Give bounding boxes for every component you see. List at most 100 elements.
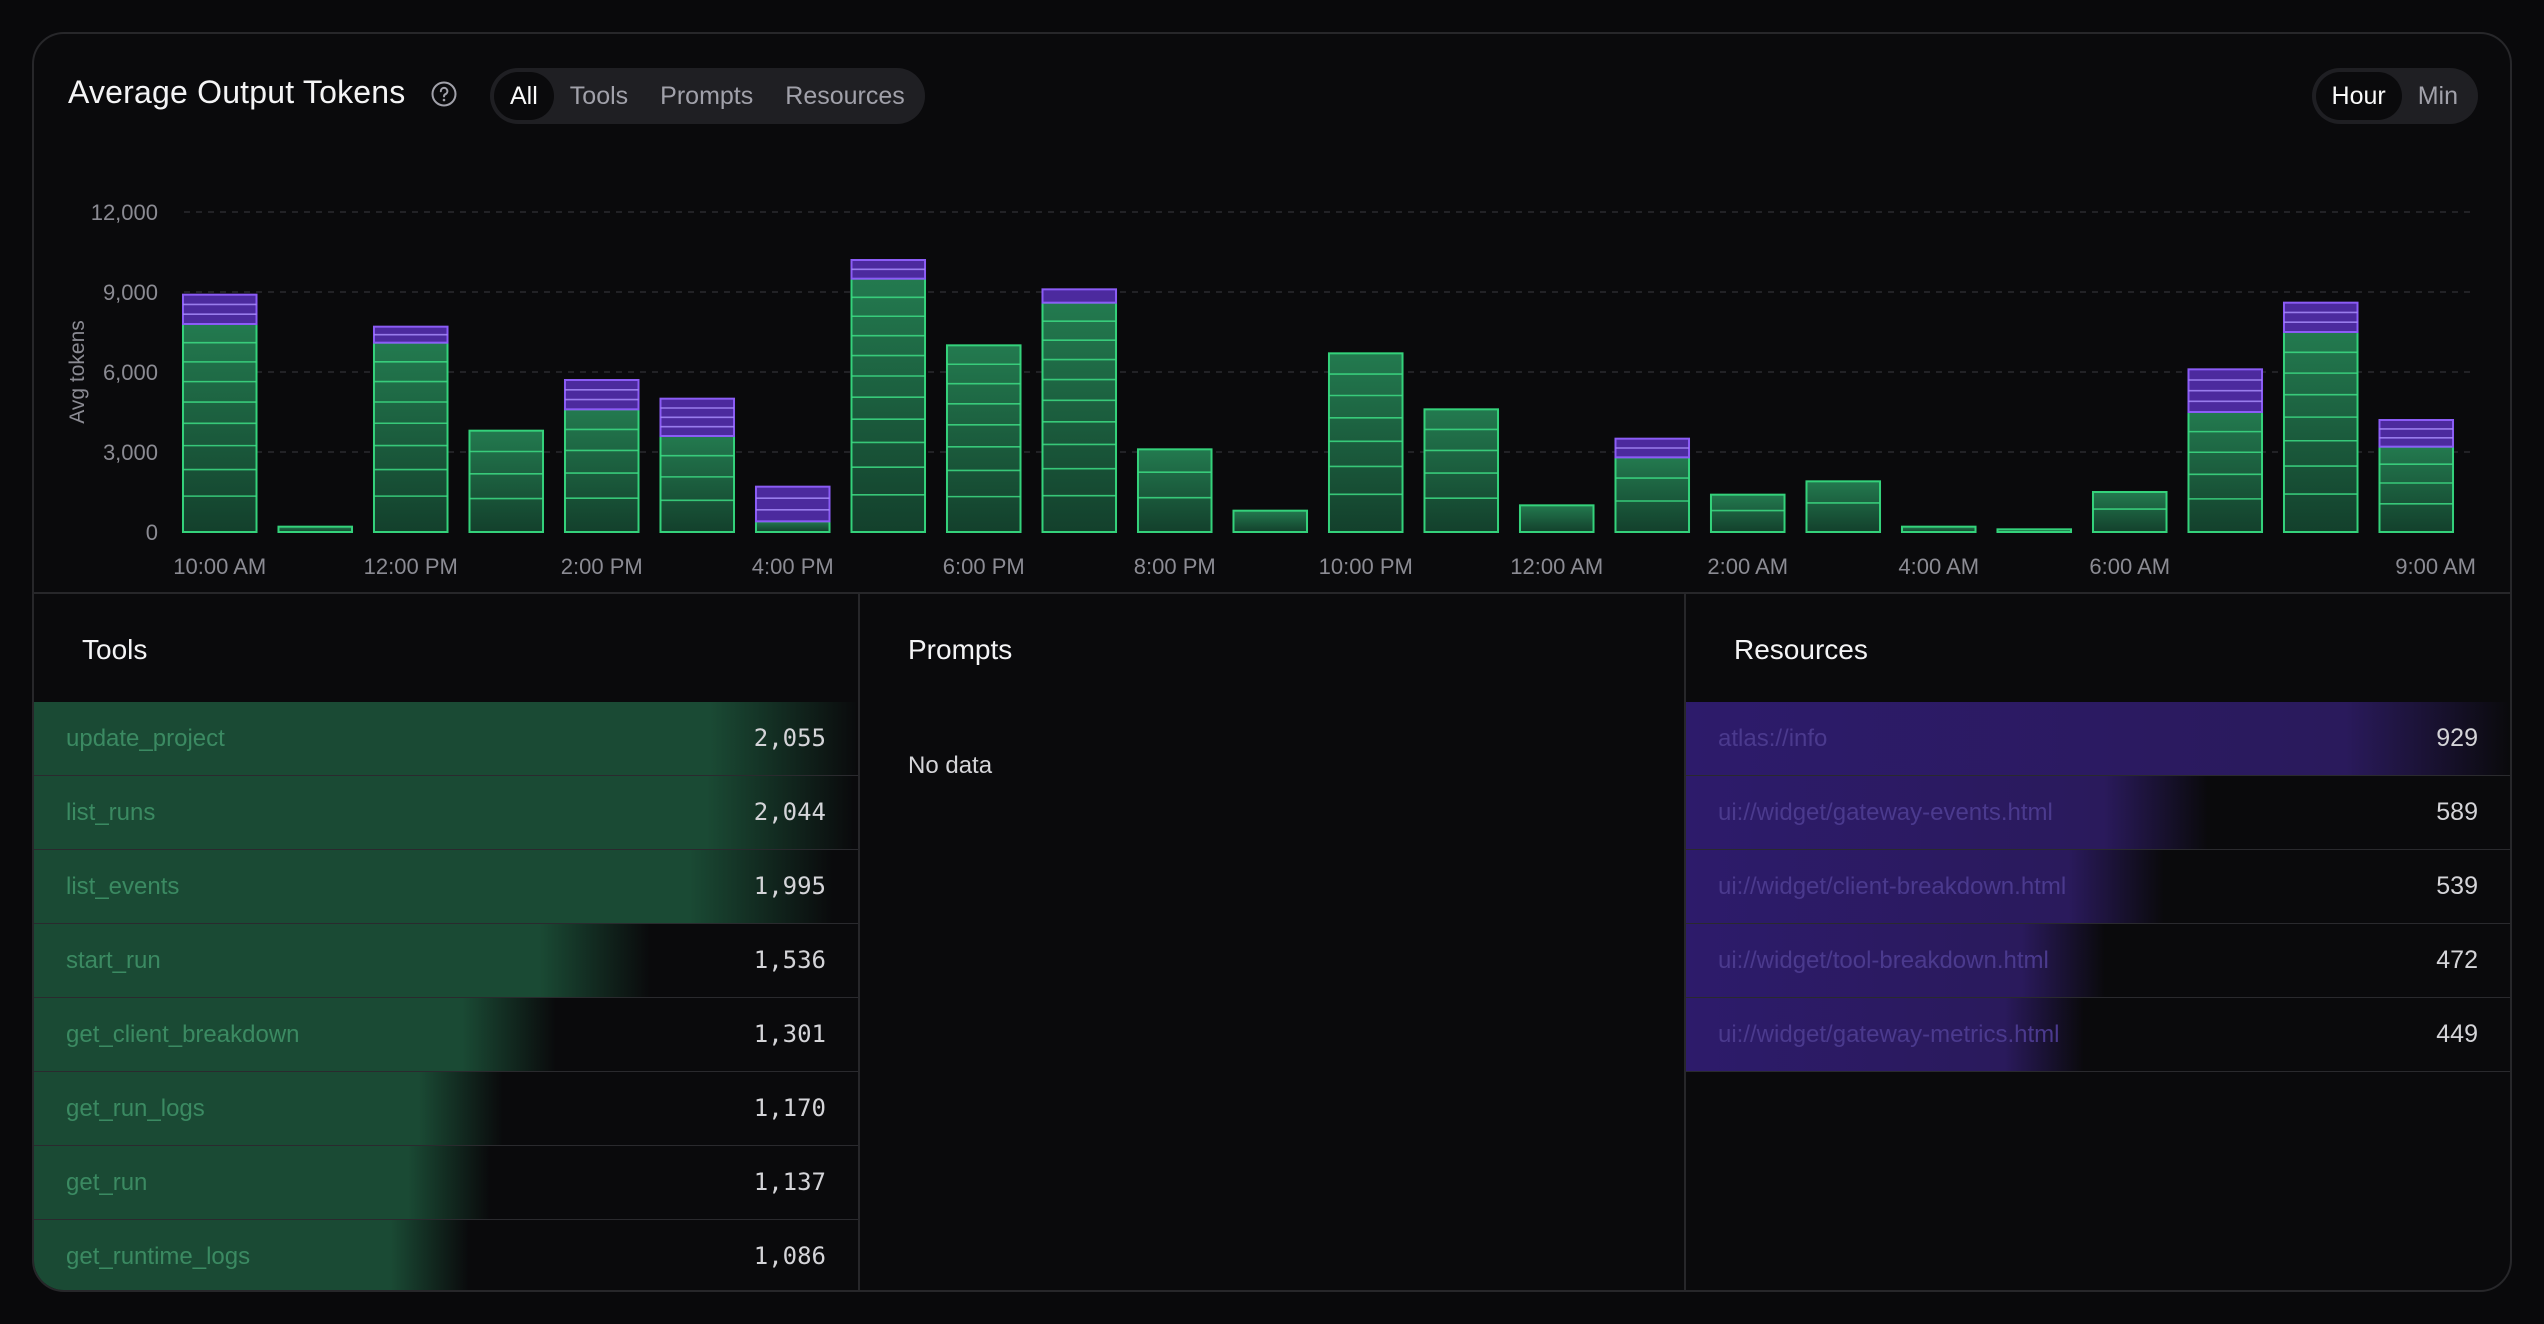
x-tick-label: 8:00 PM: [1134, 554, 1216, 579]
resource-row[interactable]: ui://widget/client-breakdown.html 539: [1686, 850, 2510, 924]
bar-resources: [1041, 288, 1118, 304]
tool-row-bar: [34, 776, 854, 849]
x-tick-label: 9:00 AM: [2395, 554, 2476, 579]
tool-row-label: update_project: [66, 725, 225, 752]
tool-row-bar: [34, 850, 834, 923]
bar-tools: [1423, 408, 1500, 533]
bar-tools: [277, 525, 354, 533]
help-icon[interactable]: [430, 80, 458, 108]
tool-row[interactable]: get_client_breakdown 1,301: [34, 998, 858, 1072]
resource-row-bar: [1686, 850, 2164, 923]
tool-row[interactable]: get_runtime_logs 1,086: [34, 1220, 858, 1290]
granularity-min[interactable]: Min: [2417, 82, 2458, 110]
tool-row-value: 1,301: [753, 1020, 826, 1048]
resource-row-value: 449: [2436, 1020, 2478, 1048]
bar-tools: [754, 520, 831, 534]
prompts-panel-title: Prompts: [908, 634, 1013, 665]
tool-row-label: list_runs: [66, 799, 156, 826]
tool-row[interactable]: get_run_logs 1,170: [34, 1072, 858, 1146]
bar-resources: [181, 293, 258, 326]
tool-row-value: 1,995: [753, 872, 826, 900]
bar-tools: [2091, 491, 2168, 533]
x-tick-label: 6:00 AM: [2089, 554, 2170, 579]
bar-tools: [372, 341, 449, 533]
bar-tools: [2378, 445, 2455, 533]
bar-tools: [181, 323, 258, 533]
tool-row-value: 1,086: [753, 1242, 826, 1270]
x-tick-label: 6:00 PM: [943, 554, 1025, 579]
granularity-hour[interactable]: Hour: [2315, 72, 2402, 120]
resource-row-value: 929: [2436, 724, 2478, 752]
x-tick-label: 12:00 AM: [1510, 554, 1603, 579]
resource-row[interactable]: atlas://info 929: [1686, 702, 2510, 776]
resource-row[interactable]: ui://widget/gateway-metrics.html 449: [1686, 998, 2510, 1072]
resource-row-value: 472: [2436, 946, 2478, 974]
tool-row-bar: [34, 702, 858, 775]
bar-tools: [1709, 493, 1786, 533]
y-axis-label: Avg tokens: [66, 320, 89, 424]
tools-list: update_project 2,055 list_runs 2,044 list_ev…: [34, 702, 858, 1290]
resource-row-label: ui://widget/tool-breakdown.html: [1718, 947, 2049, 974]
bar-tools: [1996, 528, 2073, 534]
x-tick-label: 10:00 AM: [173, 554, 266, 579]
bar-resources: [563, 379, 640, 411]
breakdown-panels: Tools update_project 2,055 list_runs 2,044 l…: [34, 592, 2510, 1290]
resources-panel: Resources atlas://info 929 ui://widget/gat…: [1684, 594, 2510, 1290]
avg-tokens-bar-chart: 0 3,000 6,000 9,000 12,000 Avg tokens 10:00 AM…: [66, 200, 2476, 579]
tool-row-bar: [34, 1220, 470, 1290]
tool-row[interactable]: start_run 1,536: [34, 924, 858, 998]
resource-row-bar: [1686, 776, 2209, 849]
y-tick-label: 6,000: [103, 360, 158, 385]
tool-row-label: get_run: [66, 1169, 148, 1196]
tool-row-value: 1,170: [753, 1094, 826, 1122]
resource-row[interactable]: ui://widget/tool-breakdown.html 472: [1686, 924, 2510, 998]
bar-tools: [2187, 411, 2264, 533]
tool-row[interactable]: update_project 2,055: [34, 702, 858, 776]
x-tick-label: 4:00 PM: [752, 554, 834, 579]
tool-row[interactable]: list_runs 2,044: [34, 776, 858, 850]
tool-row-value: 2,044: [753, 798, 826, 826]
tool-row-bar: [34, 1072, 503, 1145]
tool-row-bar: [34, 998, 556, 1071]
bar-tools: [1900, 525, 1977, 533]
tool-row-label: start_run: [66, 947, 161, 974]
resource-row-label: atlas://info: [1718, 725, 1828, 752]
tool-row-label: get_client_breakdown: [66, 1021, 300, 1048]
bar-tools: [468, 429, 545, 533]
resource-row-bar: [1686, 924, 2105, 997]
y-tick-label: 0: [146, 520, 158, 545]
tool-row-value: 1,137: [753, 1168, 826, 1196]
tool-row-value: 1,536: [753, 946, 826, 974]
bar-tools: [1518, 504, 1595, 534]
x-tick-label: 12:00 PM: [364, 554, 458, 579]
avg-output-tokens-card: Average Output Tokens All Tools Prompts …: [32, 32, 2512, 1292]
filter-resources[interactable]: Resources: [785, 82, 905, 110]
bar-tools: [945, 344, 1022, 533]
resource-row-label: ui://widget/gateway-events.html: [1718, 799, 2053, 826]
card-title: Average Output Tokens: [68, 74, 406, 110]
bar-resources: [754, 485, 831, 523]
bar-tools: [2282, 331, 2359, 533]
tool-row-label: list_events: [66, 873, 180, 900]
tool-row[interactable]: list_events 1,995: [34, 850, 858, 924]
x-tick-label: 10:00 PM: [1319, 554, 1413, 579]
bar-tools: [659, 435, 736, 533]
bar-tools: [563, 408, 640, 533]
y-tick-label: 3,000: [103, 440, 158, 465]
type-filter-segmented: All Tools Prompts Resources: [490, 68, 925, 124]
filter-prompts[interactable]: Prompts: [660, 82, 754, 110]
filter-tools[interactable]: Tools: [569, 82, 629, 110]
prompts-empty-state: No data: [908, 752, 993, 779]
bar-resources: [2282, 301, 2359, 334]
filter-all[interactable]: All: [494, 72, 554, 120]
resource-row[interactable]: ui://widget/gateway-events.html 589: [1686, 776, 2510, 850]
tool-row[interactable]: get_run 1,137: [34, 1146, 858, 1220]
x-tick-label: 2:00 AM: [1707, 554, 1788, 579]
bar-tools: [1232, 509, 1309, 533]
tool-row-bar: [34, 924, 650, 997]
card-header: Average Output Tokens All Tools Prompts …: [34, 34, 2510, 154]
resource-row-value: 539: [2436, 872, 2478, 900]
tool-row-label: get_run_logs: [66, 1095, 205, 1122]
bar-tools: [1327, 352, 1404, 533]
bar-tools: [1805, 480, 1882, 534]
